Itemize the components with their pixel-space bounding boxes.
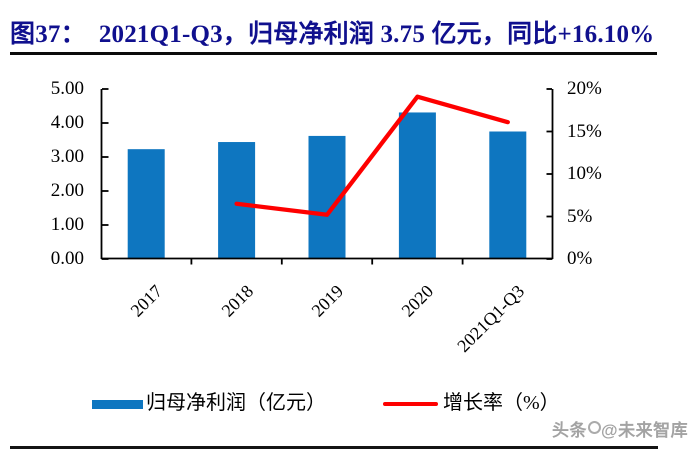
bar-2017: [127, 149, 165, 259]
x-axis-label-2018: 2018: [217, 281, 257, 321]
right-axis-tick-label: 10%: [567, 163, 602, 184]
legend-bar-swatch: [92, 400, 143, 409]
right-axis-tick-label: 20%: [567, 78, 602, 99]
left-axis-tick-label: 0.00: [50, 248, 84, 269]
bottom-divider: [10, 446, 658, 449]
right-axis-tick-label: 15%: [567, 120, 602, 142]
left-axis-tick-label: 2.00: [50, 180, 84, 201]
figure-number-label: 图37：: [10, 21, 86, 48]
toutiao-logo-icon: [588, 421, 601, 435]
title-underline: [10, 52, 657, 55]
growth-rate-line: [234, 94, 510, 217]
legend-line-label: 增长率（%）: [443, 392, 560, 414]
legend-bar-label: 归母净利润（亿元）: [146, 392, 326, 414]
right-axis-tick-label: 5%: [567, 205, 593, 227]
bar-2020: [398, 112, 436, 260]
watermark: 头条 @未来智库: [552, 416, 700, 448]
left-axis-tick-label: 3.00: [50, 146, 84, 167]
x-axis-label-2019: 2019: [307, 281, 348, 321]
x-axis-label-2017: 2017: [126, 281, 167, 321]
bar-2021Q1-Q3: [489, 131, 527, 259]
legend-line-swatch: [383, 402, 438, 406]
bar-2019: [308, 135, 346, 259]
bar-2018: [218, 142, 256, 259]
watermark-prefix: 头条: [552, 421, 587, 440]
figure-title: 图37： 2021Q1-Q3，归母净利润 3.75 亿元，同比+16.10%: [10, 14, 690, 50]
left-axis-tick-label: 1.00: [50, 214, 84, 235]
right-axis-tick-label: 0%: [567, 248, 593, 269]
x-axis-label-2021Q1-Q3: 2021Q1-Q3: [453, 281, 528, 356]
figure-title-text: 2021Q1-Q3，归母净利润 3.75 亿元，同比+16.10%: [98, 21, 655, 48]
left-axis-tick-label: 5.00: [50, 78, 84, 99]
watermark-suffix: @未来智库: [601, 421, 689, 440]
x-axis-label-2020: 2020: [397, 281, 438, 321]
left-axis-tick-label: 4.00: [50, 112, 84, 133]
